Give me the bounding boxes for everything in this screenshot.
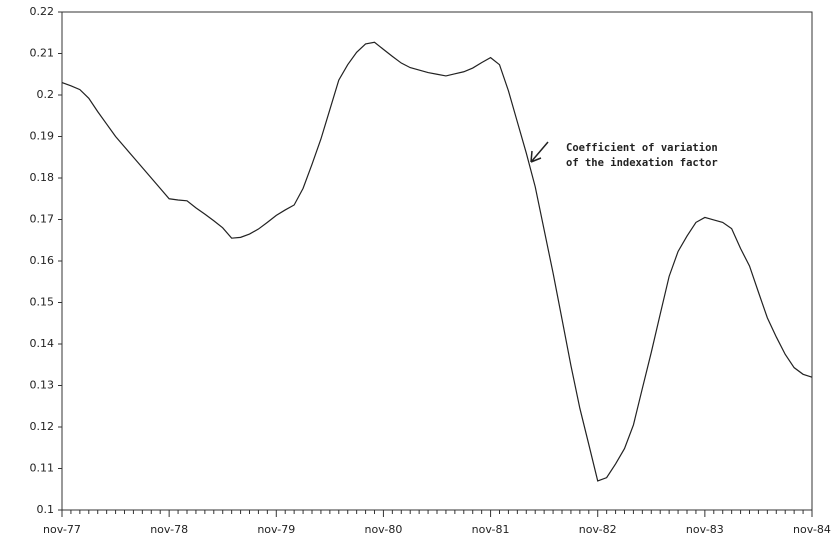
y-tick-label: 0.17 (30, 213, 55, 226)
y-tick-label: 0.16 (30, 254, 55, 267)
annotation-arrow (530, 141, 549, 163)
x-tick-label: nov-84 (793, 523, 831, 536)
y-tick-label: 0.22 (30, 5, 55, 18)
x-tick-label: nov-77 (43, 523, 81, 536)
y-tick-label: 0.13 (30, 379, 55, 392)
y-tick-label: 0.18 (30, 171, 55, 184)
x-tick-label: nov-80 (364, 523, 402, 536)
annotation: of the indexation factor (566, 157, 718, 169)
x-tick-label: nov-81 (472, 523, 510, 536)
y-tick-label: 0.12 (30, 420, 55, 433)
y-tick-label: 0.11 (30, 462, 55, 475)
x-tick-label: nov-79 (257, 523, 295, 536)
x-tick-label: nov-82 (579, 523, 617, 536)
y-tick-label: 0.21 (30, 47, 55, 60)
plot-frame (61, 11, 813, 511)
y-tick-label: 0.19 (30, 130, 55, 143)
data-line (61, 41, 813, 482)
y-tick-label: 0.2 (37, 88, 55, 101)
y-tick-label: 0.14 (30, 337, 55, 350)
x-tick-label: nov-83 (686, 523, 724, 536)
y-tick-label: 0.15 (30, 296, 55, 309)
annotation: Coefficient of variation (566, 142, 718, 154)
x-tick-label: nov-78 (150, 523, 188, 536)
y-tick-label: 0.1 (37, 503, 55, 516)
